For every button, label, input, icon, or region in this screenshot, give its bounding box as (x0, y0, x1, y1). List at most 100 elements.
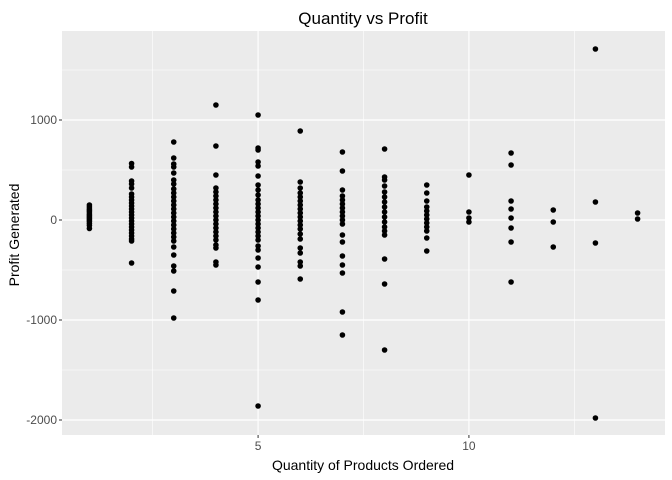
data-point (255, 112, 261, 118)
data-point (381, 232, 388, 238)
data-point (170, 268, 177, 274)
data-point (170, 218, 177, 224)
data-point (381, 224, 388, 230)
data-point (213, 221, 219, 227)
data-point (255, 197, 261, 203)
data-point (381, 189, 388, 195)
data-point (213, 185, 219, 191)
data-point (213, 229, 219, 235)
data-point (381, 228, 388, 234)
data-point (255, 264, 261, 270)
data-point (255, 229, 261, 235)
x-axis-ticks: 5 10 (255, 435, 476, 453)
data-point (255, 209, 261, 215)
data-point (255, 201, 261, 207)
data-point (297, 250, 304, 256)
data-point (423, 248, 430, 254)
data-point (170, 155, 177, 161)
data-point (255, 217, 261, 223)
data-point (255, 403, 261, 409)
data-point (381, 194, 388, 200)
data-point (339, 270, 346, 276)
data-point (255, 159, 261, 165)
data-point (339, 193, 346, 199)
data-point (297, 236, 304, 242)
minor-gridlines (62, 31, 665, 435)
y-tick-label: 0 (50, 213, 57, 227)
data-point (255, 205, 261, 211)
data-point (170, 230, 177, 236)
data-point (255, 147, 261, 153)
data-point (170, 170, 177, 176)
data-point (339, 221, 346, 227)
data-point (297, 198, 304, 204)
data-point (255, 233, 261, 239)
data-point (423, 216, 430, 222)
data-point (128, 260, 135, 266)
data-point (423, 235, 430, 241)
data-point (466, 219, 472, 225)
data-point (297, 245, 304, 251)
data-point (213, 143, 219, 149)
data-point (170, 214, 177, 220)
data-point (213, 193, 219, 199)
data-point (550, 244, 557, 250)
data-point (255, 173, 261, 179)
data-point (213, 225, 219, 231)
data-point (634, 210, 641, 216)
y-axis-ticks: -2000 -1000 0 1000 (26, 113, 62, 427)
data-point (170, 194, 177, 200)
data-point (592, 46, 599, 52)
data-point (423, 228, 430, 234)
data-point (170, 244, 177, 250)
data-point (255, 187, 261, 193)
data-point (213, 172, 219, 178)
data-point (423, 198, 430, 204)
data-point (381, 177, 388, 183)
data-point (255, 279, 261, 285)
data-point (381, 209, 388, 215)
chart-title: Quantity vs Profit (298, 9, 428, 28)
data-point (297, 179, 304, 185)
data-point (297, 218, 304, 224)
data-point (297, 194, 304, 200)
data-point (213, 209, 219, 215)
data-point (170, 198, 177, 204)
data-point (213, 262, 219, 268)
y-tick-label: 1000 (30, 113, 57, 127)
data-point (255, 192, 261, 198)
data-point (86, 225, 93, 232)
data-point (170, 181, 177, 187)
data-point (297, 263, 304, 269)
data-point (128, 238, 135, 244)
data-point (550, 219, 557, 225)
data-points (86, 46, 641, 421)
data-point (255, 237, 261, 243)
data-point (423, 204, 430, 210)
data-point (170, 202, 177, 208)
data-point (297, 214, 304, 220)
data-point (170, 139, 177, 145)
data-point (423, 212, 430, 218)
data-point (297, 185, 304, 191)
x-tick-label: 5 (255, 439, 262, 453)
data-point (297, 190, 304, 196)
y-axis-title: Profit Generated (6, 184, 22, 287)
data-point (255, 213, 261, 219)
data-point (508, 215, 514, 221)
data-point (381, 204, 388, 210)
data-point (170, 288, 177, 294)
data-point (297, 276, 304, 282)
data-point (339, 232, 346, 238)
data-point (339, 197, 346, 203)
data-point (339, 217, 346, 223)
data-point (170, 315, 177, 321)
data-point (128, 185, 135, 191)
data-point (297, 259, 304, 265)
major-gridlines (62, 31, 665, 435)
data-point (508, 206, 514, 212)
data-point (170, 238, 177, 244)
data-point (339, 201, 346, 207)
data-point (381, 219, 388, 225)
